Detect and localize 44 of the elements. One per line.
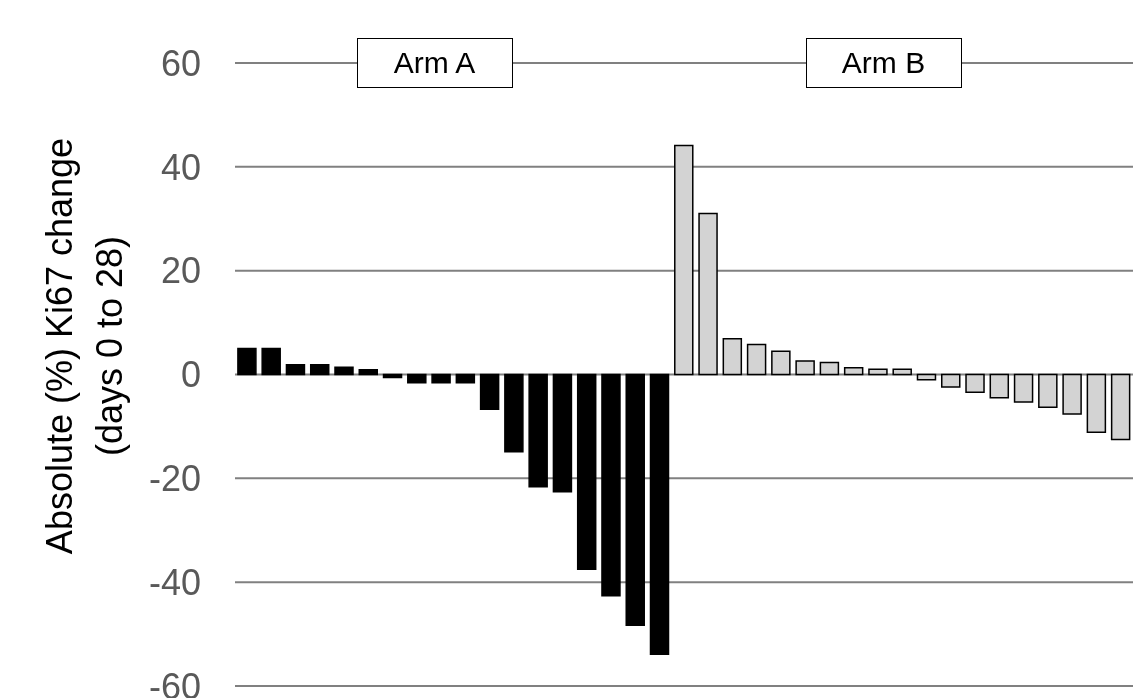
y-tick-label: 40 — [160, 146, 201, 188]
bar — [479, 373, 500, 411]
bar — [358, 369, 379, 376]
bar — [1013, 373, 1034, 403]
bar — [674, 144, 694, 376]
bar — [285, 363, 306, 376]
bar — [649, 373, 670, 656]
bar — [795, 360, 815, 376]
bar — [237, 347, 257, 376]
bar — [868, 368, 888, 376]
bar — [528, 373, 548, 488]
bar — [552, 373, 573, 493]
annotation: Arm B — [805, 38, 962, 88]
bar — [576, 373, 597, 570]
bar — [1110, 373, 1131, 441]
bar — [722, 337, 743, 376]
bar — [941, 373, 961, 388]
bar — [1062, 373, 1082, 415]
annotation: Arm A — [356, 38, 513, 88]
bar — [989, 373, 1010, 399]
bar — [746, 343, 767, 376]
bar — [771, 350, 791, 376]
bar — [504, 373, 524, 453]
bar — [965, 373, 985, 393]
bar — [698, 212, 718, 376]
bar — [843, 367, 864, 376]
bar — [334, 366, 354, 376]
bar — [1038, 373, 1058, 408]
y-tick-label: 20 — [160, 250, 201, 292]
y-tick-label: 0 — [180, 354, 201, 396]
y-tick-label: -20 — [148, 458, 201, 500]
y-tick-label: -40 — [148, 561, 201, 603]
bar — [601, 373, 621, 597]
y-axis-title: Absolute (%) Ki67 change (days 0 to 28) — [39, 137, 130, 555]
bar — [455, 373, 476, 384]
bar — [407, 373, 427, 384]
bar — [261, 347, 281, 376]
bar — [819, 361, 840, 376]
bar — [309, 363, 330, 376]
bar — [625, 373, 645, 627]
bar — [892, 368, 912, 376]
bar — [1086, 373, 1107, 433]
bar — [431, 373, 451, 384]
y-tick-label: 60 — [160, 42, 201, 84]
